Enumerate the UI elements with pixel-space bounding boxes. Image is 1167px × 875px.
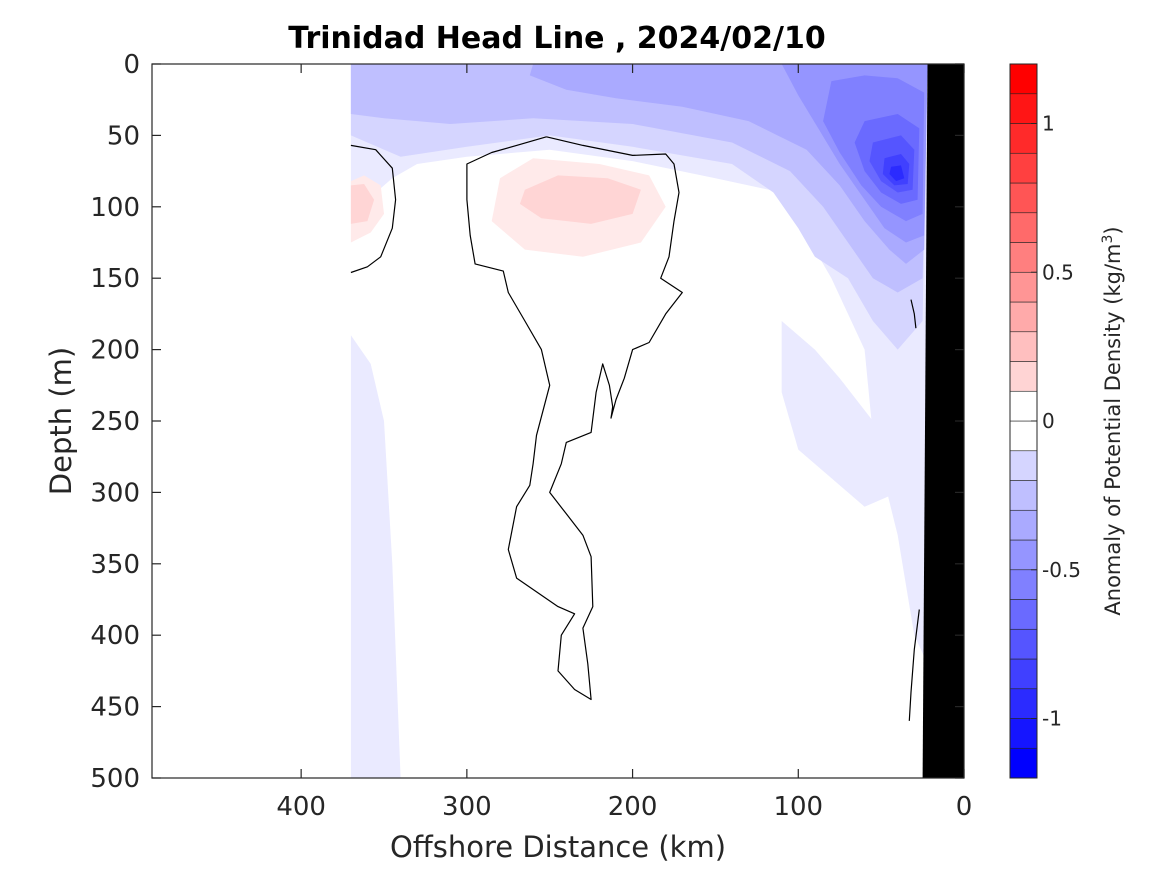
x-tick-label: 200 (608, 792, 658, 822)
contour-region (519, 175, 641, 224)
colorbar-cell (1009, 450, 1038, 481)
colorbar-cell (1009, 242, 1038, 273)
colorbar-cell (1009, 420, 1038, 452)
x-tick-label: 300 (442, 792, 492, 822)
zero-contour-line (466, 136, 683, 701)
x-tick-label: 0 (956, 792, 973, 822)
y-tick-label: 200 (90, 336, 140, 366)
zero-contour-line (910, 299, 917, 329)
colorbar-title-text: Anomaly of Potential Density (kg/m (1101, 244, 1125, 616)
colorbar-cell (1009, 599, 1038, 630)
colorbar-cell (1009, 539, 1038, 571)
y-tick-label: 50 (107, 121, 140, 151)
colorbar-cell (1009, 361, 1038, 392)
y-tick-label: 400 (90, 621, 140, 651)
y-axis: 0 50 100 150 200 250 300 350 400 450 500 (90, 50, 964, 794)
y-tick-label: 150 (90, 264, 140, 294)
colorbar-cell (1009, 212, 1038, 243)
colorbar-cell (1009, 718, 1038, 749)
y-tick-label: 500 (90, 764, 140, 794)
colorbar-cell (1009, 123, 1038, 154)
colorbar-cell (1009, 271, 1038, 303)
contour-fill-layer (350, 64, 928, 778)
colorbar-tick-label: 1 (1042, 112, 1055, 136)
y-tick-label: 350 (90, 550, 140, 580)
colorbar-cell (1009, 658, 1038, 690)
contour-region (781, 321, 898, 507)
y-axis-title: Depth (m) (44, 347, 78, 495)
x-tick-label: 400 (276, 792, 326, 822)
colorbar-tick-label: 0.5 (1042, 260, 1074, 284)
colorbar-tick-label: -1 (1042, 707, 1062, 731)
colorbar-cell (1009, 93, 1038, 124)
colorbar: 1 0.5 0 -0.5 -1 Anomaly of Potential Density… (1009, 63, 1125, 779)
colorbar-title-superscript: 3 (1100, 235, 1116, 244)
colorbar-title-suffix: ) (1101, 226, 1125, 234)
colorbar-cell (1009, 509, 1038, 541)
colorbar-cell (1009, 628, 1038, 660)
colorbar-cell (1009, 569, 1038, 600)
plot-area (151, 63, 965, 779)
chart-title: Trinidad Head Line , 2024/02/10 (288, 21, 825, 56)
x-tick-label: 100 (773, 792, 823, 822)
colorbar-cell (1009, 390, 1038, 422)
colorbar-cell (1009, 301, 1038, 333)
y-tick-label: 450 (90, 693, 140, 723)
colorbar-cells (1009, 63, 1038, 779)
contour-region (889, 165, 905, 182)
contour-region (350, 184, 375, 224)
y-tick-label: 250 (90, 407, 140, 437)
colorbar-cell (1009, 688, 1038, 719)
colorbar-cell (1009, 480, 1038, 511)
colorbar-cell (1009, 63, 1038, 95)
bathymetry-layer (922, 64, 964, 778)
y-tick-label: 300 (90, 478, 140, 508)
zero-contour-layer (350, 136, 920, 721)
zero-contour-line (908, 609, 920, 721)
colorbar-ticks: 1 0.5 0 -0.5 -1 (1031, 112, 1081, 731)
colorbar-tick-label: 0 (1042, 409, 1055, 433)
colorbar-title: Anomaly of Potential Density (kg/m3) (1100, 226, 1125, 615)
colorbar-tick-label: -0.5 (1042, 558, 1081, 582)
zero-contour-line (350, 144, 397, 274)
seafloor-bathymetry (922, 64, 964, 778)
y-tick-label: 0 (123, 50, 140, 80)
colorbar-cell (1009, 152, 1038, 184)
colorbar-cell (1009, 331, 1038, 362)
x-axis-title: Offshore Distance (km) (390, 830, 726, 864)
colorbar-cell (1009, 747, 1038, 779)
x-axis: 400 300 200 100 0 (276, 64, 972, 822)
colorbar-cell (1009, 182, 1038, 214)
y-tick-label: 100 (90, 193, 140, 223)
